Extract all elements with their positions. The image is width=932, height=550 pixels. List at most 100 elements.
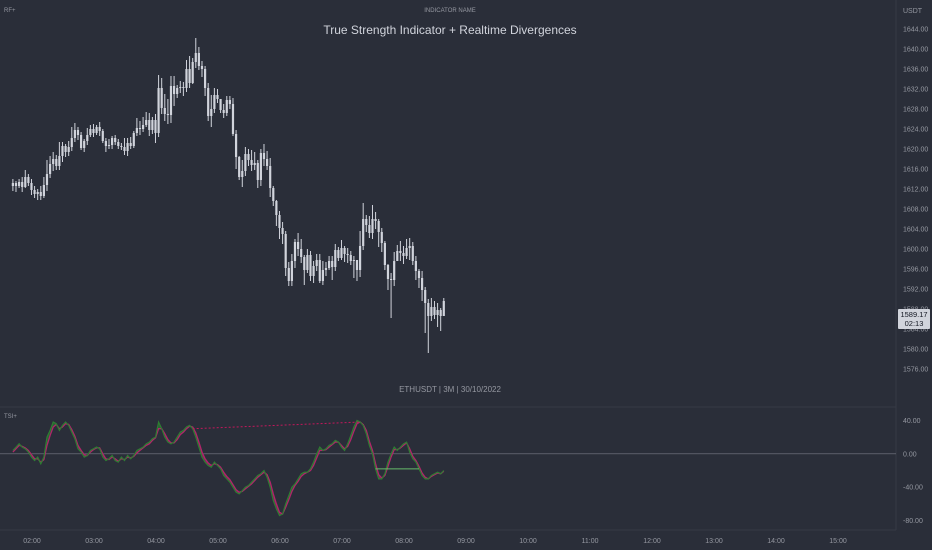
candlestick-series[interactable] — [11, 38, 445, 353]
candle-body — [52, 159, 55, 164]
candle-body — [172, 86, 176, 94]
candle-body — [269, 166, 272, 188]
candle-body — [296, 242, 300, 249]
candle-body — [343, 248, 346, 254]
candle-body — [21, 182, 24, 187]
candle-body — [110, 138, 114, 145]
candle-body — [300, 249, 303, 257]
bearish-divergence-line — [192, 421, 361, 430]
candle-body — [169, 86, 173, 115]
candle-body — [219, 99, 222, 110]
tsi-tick-label: 40.00 — [903, 418, 921, 425]
candle-body — [222, 110, 225, 113]
candle-body — [86, 135, 89, 141]
time-tick-label: 04:00 — [147, 538, 165, 545]
candle-body — [262, 153, 266, 159]
candle-body — [405, 248, 408, 256]
candle-body — [179, 87, 182, 88]
candle-body — [98, 127, 101, 131]
candle-body — [135, 128, 138, 133]
price-tick-label: 1624.00 — [903, 127, 928, 134]
candle-body — [216, 95, 219, 99]
candle-body — [355, 260, 359, 270]
tsi-series[interactable] — [12, 419, 445, 517]
indicator-short-label: RF+ — [4, 8, 16, 14]
candle-body — [337, 250, 340, 258]
candle-body — [73, 130, 76, 138]
candle-body — [129, 143, 132, 146]
candle-body — [58, 156, 61, 166]
candle-body — [145, 120, 148, 125]
candle-body — [64, 146, 67, 152]
candle-body — [442, 301, 445, 316]
candle-body — [315, 260, 318, 266]
time-tick-label: 09:00 — [457, 538, 475, 545]
candle-body — [126, 143, 129, 151]
candle-body — [362, 219, 365, 246]
candle-body — [324, 268, 328, 270]
price-tick-label: 1616.00 — [903, 167, 928, 174]
price-tick-label: 1584.00 — [903, 327, 928, 334]
currency-label: USDT — [903, 8, 923, 15]
candle-body — [327, 261, 331, 268]
price-tick-label: 1628.00 — [903, 107, 928, 114]
candle-body — [55, 159, 58, 166]
time-tick-label: 15:00 — [829, 538, 847, 545]
time-tick-label: 03:00 — [85, 538, 103, 545]
candle-body — [95, 127, 98, 133]
price-tick-label: 1636.00 — [903, 67, 928, 74]
time-tick-label: 05:00 — [209, 538, 227, 545]
candle-body — [231, 104, 235, 134]
candle-body — [138, 128, 142, 129]
price-tick-label: 1644.00 — [903, 27, 928, 34]
candle-body — [203, 69, 207, 88]
candle-body — [42, 185, 45, 196]
tsi-axis[interactable]: 40.00 0.00 -40.00 -80.00 — [0, 418, 923, 525]
chart-title: True Strength Indicator + Realtime Diver… — [323, 23, 576, 37]
candle-body — [123, 147, 126, 151]
last-price-tag: 1589.17 02:13 — [898, 309, 930, 329]
candle-body — [70, 138, 73, 147]
candle-body — [436, 310, 439, 315]
candle-body — [340, 248, 343, 258]
candle-body — [120, 146, 123, 147]
candle-body — [275, 201, 278, 215]
candle-body — [312, 266, 315, 276]
candle-body — [256, 163, 259, 180]
candle-body — [104, 141, 107, 146]
candle-body — [346, 254, 349, 255]
tsi-signal-line — [12, 421, 445, 515]
candle-body — [45, 174, 49, 185]
candle-body — [290, 261, 293, 281]
candle-body — [408, 246, 411, 248]
candle-body — [148, 120, 151, 130]
candle-body — [430, 307, 433, 316]
candle-body — [200, 66, 204, 69]
candle-body — [386, 265, 390, 279]
price-tick-label: 1580.00 — [903, 347, 928, 354]
time-tick-label: 10:00 — [519, 538, 537, 545]
candle-body — [14, 183, 18, 186]
candle-body — [241, 171, 244, 177]
time-tick-label: 06:00 — [271, 538, 289, 545]
time-axis[interactable]: 02:00 03:00 04:00 05:00 06:00 07:00 08:00 09:00… — [23, 538, 847, 545]
candle-body — [141, 125, 145, 129]
candle-body — [67, 147, 70, 152]
candle-body — [76, 130, 80, 135]
candle-body — [30, 183, 33, 190]
candle-body — [79, 135, 83, 148]
candle-body — [306, 255, 309, 270]
candle-body — [191, 62, 194, 83]
candle-body — [374, 219, 377, 221]
candle-body — [439, 310, 442, 316]
candle-body — [293, 242, 297, 261]
candle-body — [393, 261, 396, 280]
candle-body — [36, 192, 39, 194]
candle-body — [48, 164, 52, 174]
candle-body — [182, 87, 185, 88]
candle-body — [368, 225, 371, 233]
price-axis[interactable]: 1644.00 1640.00 1636.00 1632.00 1628.00 1624.… — [903, 27, 928, 374]
candle-body — [154, 120, 157, 133]
candle-body — [331, 261, 334, 267]
